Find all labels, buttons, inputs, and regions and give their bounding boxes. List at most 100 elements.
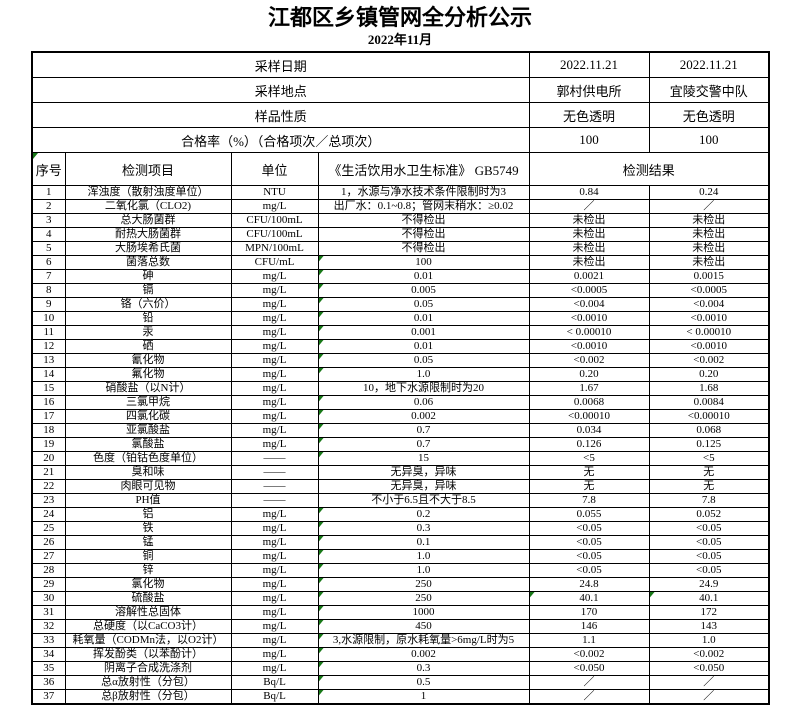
- cell-marker-icon: [319, 620, 324, 626]
- cell-marker-icon: [319, 592, 324, 598]
- cell-unit: Bq/L: [230, 689, 319, 705]
- cell-result-site2: <0.0010: [648, 311, 770, 326]
- cell-marker-icon: [319, 396, 324, 402]
- cell-standard: 无异臭，异味: [317, 479, 530, 494]
- table-row: 8 镉 mg/L 0.005 <0.0005 <0.0005: [31, 283, 770, 298]
- cell-result-site1: <5: [528, 451, 650, 466]
- info-value-site2: 100: [648, 127, 770, 153]
- cell-seq: 15: [31, 381, 66, 396]
- cell-seq: 36: [31, 675, 66, 690]
- cell-marker-icon: [319, 606, 324, 612]
- cell-result-site1: <0.0005: [528, 283, 650, 298]
- cell-unit: NTU: [230, 185, 319, 200]
- cell-result-site2: ／: [648, 199, 770, 214]
- cell-result-site1: 0.0021: [528, 269, 650, 284]
- cell-result-site2: ／: [648, 689, 770, 705]
- info-row: 采样日期 2022.11.21 2022.11.21: [31, 51, 770, 78]
- table-row: 28 锌 mg/L 1.0 <0.05 <0.05: [31, 563, 770, 578]
- cell-item: 总大肠菌群: [64, 213, 232, 228]
- cell-result-site2: <0.05: [648, 535, 770, 550]
- cell-seq: 17: [31, 409, 66, 424]
- cell-result-site2: ／: [648, 675, 770, 690]
- cell-unit: Bq/L: [230, 675, 319, 690]
- cell-standard: 无异臭，异味: [317, 465, 530, 480]
- cell-unit: mg/L: [230, 199, 319, 214]
- cell-item: 硫酸盐: [64, 591, 232, 606]
- cell-standard: 0.1: [317, 535, 530, 550]
- table-row: 31 溶解性总固体 mg/L 1000 170 172: [31, 605, 770, 620]
- cell-standard: 0.01: [317, 269, 530, 284]
- cell-seq: 7: [31, 269, 66, 284]
- table-row: 34 挥发酚类（以苯酚计） mg/L 0.002 <0.002 <0.002: [31, 647, 770, 662]
- cell-result-site1: <0.00010: [528, 409, 650, 424]
- cell-item: 镉: [64, 283, 232, 298]
- cell-unit: mg/L: [230, 591, 319, 606]
- cell-seq: 30: [31, 591, 66, 606]
- table-row: 37 总β放射性（分包） Bq/L 1 ／ ／: [31, 689, 770, 705]
- cell-item: 氯化物: [64, 577, 232, 592]
- cell-seq: 34: [31, 647, 66, 662]
- cell-result-site2: <0.05: [648, 563, 770, 578]
- cell-result-site1: <0.05: [528, 563, 650, 578]
- cell-result-site1: <0.05: [528, 521, 650, 536]
- cell-standard: 0.05: [317, 353, 530, 368]
- cell-result-site1: ／: [528, 689, 650, 705]
- cell-seq: 31: [31, 605, 66, 620]
- cell-item: 铜: [64, 549, 232, 564]
- cell-seq: 9: [31, 297, 66, 312]
- cell-marker-icon: [319, 284, 324, 290]
- cell-item: 总硬度（以CaCO3计）: [64, 619, 232, 634]
- table-header-row: 序号 检测项目 单位 《生活饮用水卫生标准》 GB5749 检测结果: [31, 152, 770, 186]
- table-row: 6 菌落总数 CFU/mL 100 未检出 未检出: [31, 255, 770, 270]
- table-row: 32 总硬度（以CaCO3计） mg/L 450 146 143: [31, 619, 770, 634]
- cell-result-site2: 未检出: [648, 255, 770, 270]
- cell-result-site2: 172: [648, 605, 770, 620]
- cell-marker-icon: [319, 368, 324, 374]
- cell-marker-icon: [319, 354, 324, 360]
- cell-item: 铬（六价）: [64, 297, 232, 312]
- cell-item: 铝: [64, 507, 232, 522]
- cell-result-site2: <0.004: [648, 297, 770, 312]
- cell-item: 二氧化氯（CLO2): [64, 199, 232, 214]
- cell-result-site2: 0.125: [648, 437, 770, 452]
- cell-result-site1: 7.8: [528, 493, 650, 508]
- cell-result-site1: 未检出: [528, 255, 650, 270]
- table-row: 4 耐热大肠菌群 CFU/100mL 不得检出 未检出 未检出: [31, 227, 770, 242]
- cell-seq: 8: [31, 283, 66, 298]
- cell-standard: 0.001: [317, 325, 530, 340]
- cell-result-site1: <0.050: [528, 661, 650, 676]
- cell-marker-icon: [319, 438, 324, 444]
- cell-seq: 21: [31, 465, 66, 480]
- cell-unit: ——: [230, 465, 319, 480]
- cell-unit: mg/L: [230, 647, 319, 662]
- cell-standard: 0.06: [317, 395, 530, 410]
- table-row: 25 铁 mg/L 0.3 <0.05 <0.05: [31, 521, 770, 536]
- cell-seq: 19: [31, 437, 66, 452]
- cell-result-site2: 1.68: [648, 381, 770, 396]
- cell-unit: mg/L: [230, 423, 319, 438]
- cell-standard: 10，地下水源限制时为20: [317, 381, 530, 396]
- info-row-label: 采样日期: [31, 51, 530, 78]
- cell-result-site2: 0.052: [648, 507, 770, 522]
- cell-result-site2: <0.0005: [648, 283, 770, 298]
- cell-result-site1: 无: [528, 479, 650, 494]
- cell-unit: mg/L: [230, 339, 319, 354]
- cell-marker-icon: [319, 312, 324, 318]
- cell-result-site1: <0.0010: [528, 311, 650, 326]
- cell-unit: mg/L: [230, 549, 319, 564]
- cell-seq: 27: [31, 549, 66, 564]
- cell-result-site1: 无: [528, 465, 650, 480]
- cell-marker-icon: [319, 270, 324, 276]
- cell-unit: mg/L: [230, 297, 319, 312]
- cell-unit: mg/L: [230, 521, 319, 536]
- info-row-label: 合格率（%）（合格项次／总项次）: [31, 127, 530, 153]
- cell-seq: 13: [31, 353, 66, 368]
- cell-seq: 1: [31, 185, 66, 200]
- info-value-site1: 无色透明: [528, 102, 650, 128]
- cell-marker-icon: [319, 410, 324, 416]
- cell-item: 溶解性总固体: [64, 605, 232, 620]
- cell-result-site1: 未检出: [528, 241, 650, 256]
- cell-unit: CFU/mL: [230, 255, 319, 270]
- cell-standard: 0.5: [317, 675, 530, 690]
